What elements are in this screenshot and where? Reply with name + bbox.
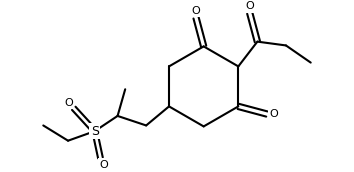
Text: S: S xyxy=(91,125,99,138)
Text: O: O xyxy=(245,1,254,11)
Text: O: O xyxy=(269,109,278,119)
Text: O: O xyxy=(99,159,108,170)
Text: O: O xyxy=(65,98,73,108)
Text: O: O xyxy=(192,6,200,16)
